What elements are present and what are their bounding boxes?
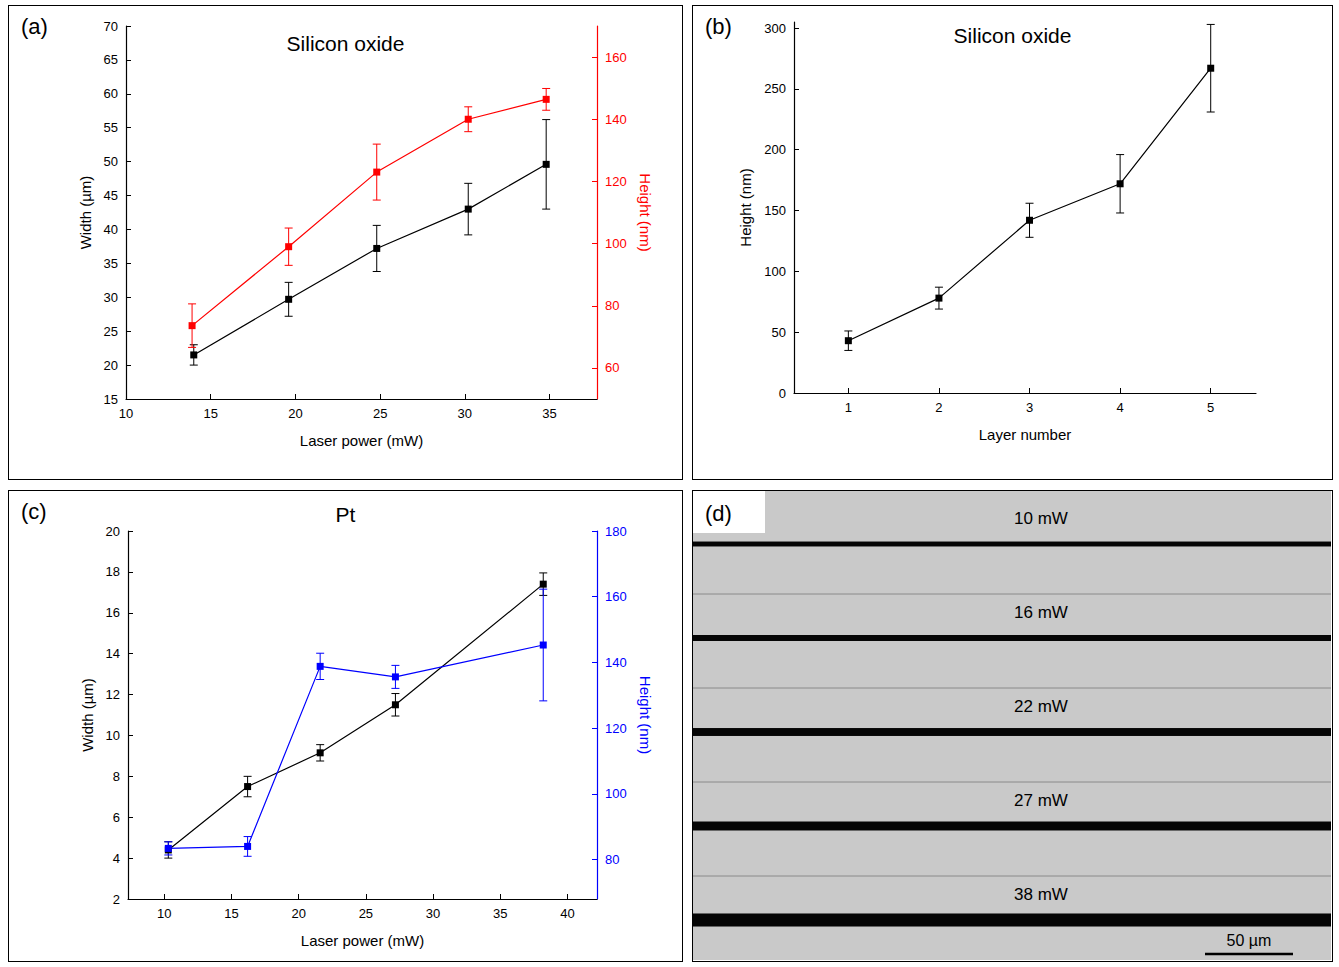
svg-text:80: 80 — [605, 298, 619, 313]
svg-text:65: 65 — [104, 52, 118, 67]
svg-text:50 µm: 50 µm — [1227, 932, 1272, 949]
svg-text:Laser power (mW): Laser power (mW) — [301, 932, 424, 949]
svg-text:10: 10 — [157, 906, 171, 921]
svg-text:3: 3 — [1026, 400, 1033, 415]
svg-text:250: 250 — [764, 81, 786, 96]
svg-text:Layer number: Layer number — [979, 426, 1072, 443]
svg-text:30: 30 — [426, 906, 440, 921]
svg-text:Silicon oxide: Silicon oxide — [287, 32, 405, 55]
svg-text:150: 150 — [764, 203, 786, 218]
svg-text:8: 8 — [113, 769, 120, 784]
svg-text:1: 1 — [845, 400, 852, 415]
svg-text:30: 30 — [458, 406, 472, 421]
html-text:(c): (c) — [21, 499, 47, 524]
svg-text:25: 25 — [373, 406, 387, 421]
svg-text:35: 35 — [493, 906, 507, 921]
svg-text:10 mW: 10 mW — [1014, 509, 1068, 528]
html-text:(a): (a) — [21, 14, 48, 39]
svg-text:30: 30 — [104, 290, 118, 305]
svg-text:Silicon oxide: Silicon oxide — [954, 24, 1072, 47]
svg-text:Width (µm): Width (µm) — [77, 176, 94, 250]
svg-text:Laser power (mW): Laser power (mW) — [300, 432, 423, 449]
svg-text:Height (nm): Height (nm) — [637, 676, 654, 754]
svg-text:38 mW: 38 mW — [1014, 885, 1068, 904]
svg-text:55: 55 — [104, 120, 118, 135]
svg-text:40: 40 — [104, 222, 118, 237]
svg-text:20: 20 — [288, 406, 302, 421]
svg-text:15: 15 — [203, 406, 217, 421]
svg-text:100: 100 — [605, 786, 627, 801]
svg-text:4: 4 — [1117, 400, 1124, 415]
svg-text:50: 50 — [104, 154, 118, 169]
svg-text:15: 15 — [224, 906, 238, 921]
svg-text:27 mW: 27 mW — [1014, 791, 1068, 810]
svg-text:20: 20 — [106, 524, 120, 539]
svg-text:45: 45 — [104, 188, 118, 203]
svg-text:14: 14 — [106, 646, 120, 661]
svg-text:20: 20 — [104, 358, 118, 373]
svg-text:16: 16 — [106, 605, 120, 620]
svg-text:25: 25 — [359, 906, 373, 921]
html-text:(b): (b) — [705, 14, 732, 39]
svg-text:50: 50 — [772, 325, 786, 340]
svg-text:100: 100 — [605, 236, 627, 251]
svg-text:200: 200 — [764, 142, 786, 157]
svg-text:10: 10 — [106, 728, 120, 743]
svg-text:120: 120 — [605, 174, 627, 189]
svg-text:Height (nm): Height (nm) — [737, 168, 754, 246]
svg-text:16 mW: 16 mW — [1014, 603, 1068, 622]
svg-text:160: 160 — [605, 589, 627, 604]
svg-text:Pt: Pt — [336, 503, 356, 526]
svg-text:40: 40 — [560, 906, 574, 921]
svg-text:25: 25 — [104, 324, 118, 339]
svg-text:0: 0 — [779, 386, 786, 401]
svg-text:5: 5 — [1207, 400, 1214, 415]
svg-text:15: 15 — [104, 392, 118, 407]
svg-text:(d): (d) — [705, 501, 732, 526]
svg-text:140: 140 — [605, 655, 627, 670]
svg-text:60: 60 — [104, 86, 118, 101]
svg-text:140: 140 — [605, 112, 627, 127]
svg-text:35: 35 — [104, 256, 118, 271]
svg-text:2: 2 — [113, 892, 120, 907]
svg-text:160: 160 — [605, 50, 627, 65]
svg-text:Width (µm): Width (µm) — [79, 678, 96, 752]
svg-text:4: 4 — [113, 851, 120, 866]
svg-text:6: 6 — [113, 810, 120, 825]
svg-text:300: 300 — [764, 21, 786, 36]
svg-text:22 mW: 22 mW — [1014, 697, 1068, 716]
svg-text:35: 35 — [542, 406, 556, 421]
svg-text:2: 2 — [935, 400, 942, 415]
svg-text:20: 20 — [291, 906, 305, 921]
svg-text:60: 60 — [605, 360, 619, 375]
svg-text:120: 120 — [605, 721, 627, 736]
svg-text:12: 12 — [106, 687, 120, 702]
svg-text:18: 18 — [106, 564, 120, 579]
svg-text:10: 10 — [119, 406, 133, 421]
svg-text:100: 100 — [764, 264, 786, 279]
svg-text:Height (nm): Height (nm) — [637, 173, 654, 251]
svg-text:80: 80 — [605, 852, 619, 867]
svg-text:180: 180 — [605, 524, 627, 539]
svg-text:70: 70 — [104, 19, 118, 34]
